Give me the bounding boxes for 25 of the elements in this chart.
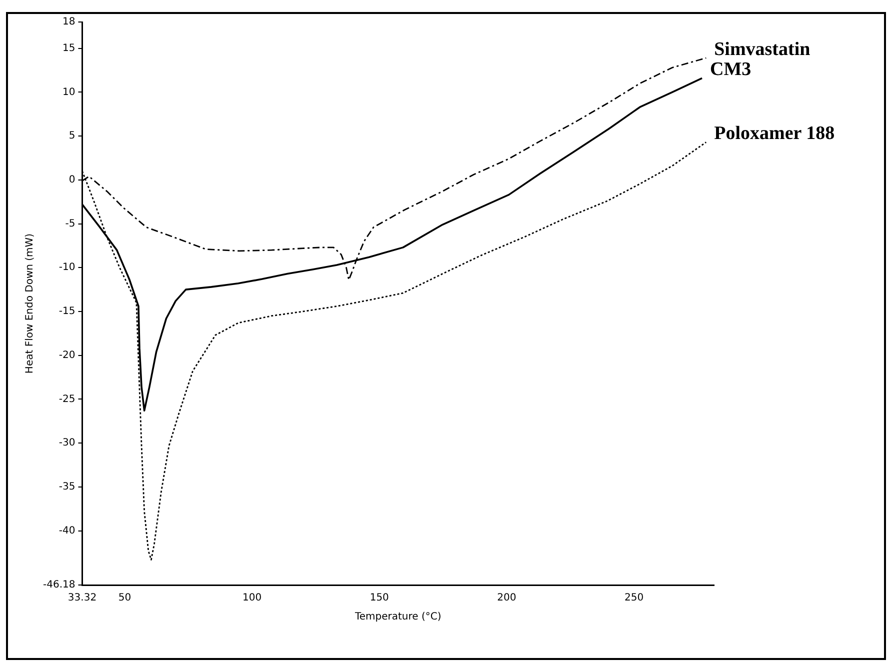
y-tick-label: 5 <box>68 130 76 142</box>
x-tick-label: 50 <box>118 592 132 604</box>
y-tick-label: 15 <box>62 42 76 54</box>
x-tick-label: 150 <box>370 592 389 604</box>
x-tick-label: 250 <box>624 592 644 604</box>
y-tick-label: -35 <box>58 482 76 493</box>
y-axis-title: Heat Flow Endo Down (mW) <box>24 233 36 374</box>
y-tick-label: 10 <box>62 86 76 98</box>
series-label: Simvastatin <box>714 38 811 60</box>
y-tick-label: -15 <box>58 306 76 318</box>
y-tick-label: -10 <box>58 262 76 274</box>
series-label: Poloxamer 188 <box>714 123 835 144</box>
y-tick-label: -20 <box>58 350 76 361</box>
y-tick-label: -30 <box>58 438 76 449</box>
x-tick-label: 100 <box>242 592 262 604</box>
x-axis-title: Temperature (°C) <box>354 612 442 623</box>
y-tick-label: 18 <box>62 16 76 28</box>
series-label: CM3 <box>710 59 752 80</box>
y-tick-label: 0 <box>68 174 76 186</box>
y-tick-label: -25 <box>58 394 76 405</box>
x-tick-label: 200 <box>497 592 516 604</box>
y-tick-label: -46.18 <box>42 580 76 591</box>
x-tick-label: 33.32 <box>68 592 97 604</box>
y-tick-label: -5 <box>65 218 76 230</box>
y-tick-label: -40 <box>58 525 76 536</box>
